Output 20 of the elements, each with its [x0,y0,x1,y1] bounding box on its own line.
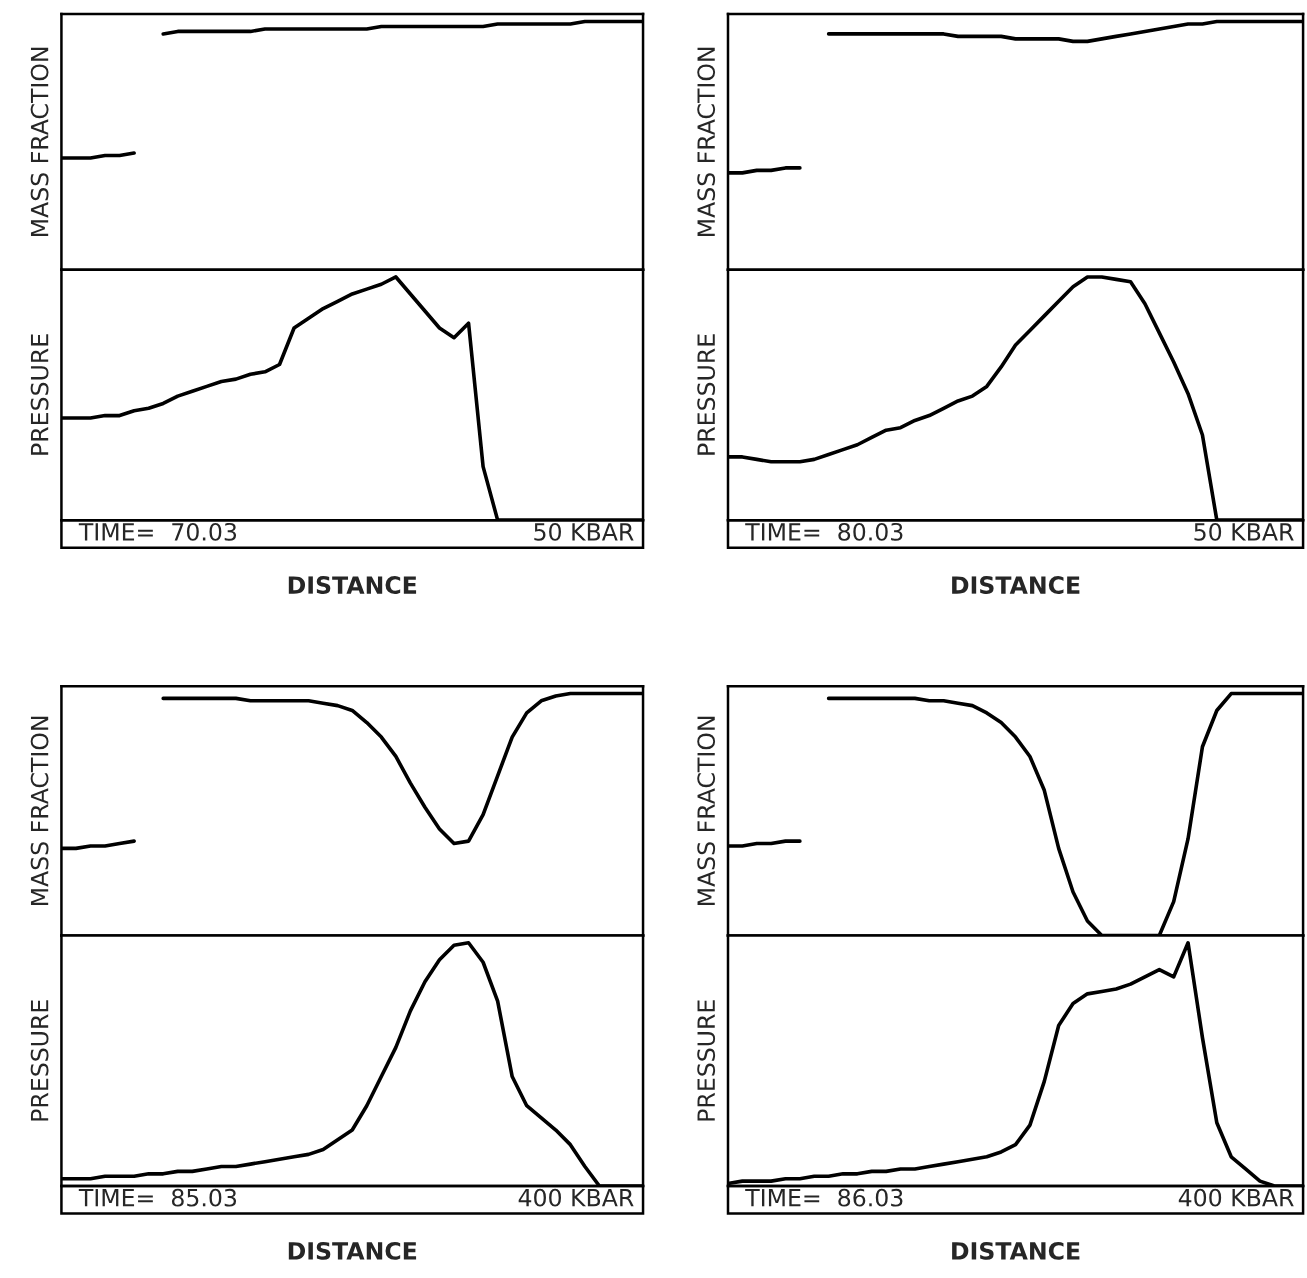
text: 50 KBAR [1194,522,1294,541]
text: 400 KBAR [518,1188,634,1207]
text: TIME= 85.03 [78,1188,237,1207]
x-axis-title: DISTANCE [288,576,417,594]
x-axis-title: DISTANCE [952,1241,1080,1260]
y-axis-title: PRESSURE [697,1000,716,1121]
y-axis-title: MASS FRACTION [30,716,49,906]
y-axis-title: MASS FRACTION [30,47,49,236]
x-axis-title: DISTANCE [952,576,1080,594]
y-axis-title: PRESSURE [30,1000,49,1121]
text: TIME= 86.03 [745,1188,903,1207]
y-axis-title: PRESSURE [697,334,716,455]
text: TIME= 80.03 [745,522,903,541]
y-axis-title: PRESSURE [30,334,49,455]
y-axis-title: MASS FRACTION [697,716,716,906]
text: 50 KBAR [534,522,634,541]
text: TIME= 70.03 [78,522,237,541]
x-axis-title: DISTANCE [288,1241,417,1260]
text: 400 KBAR [1178,1188,1294,1207]
y-axis-title: MASS FRACTION [697,47,716,236]
